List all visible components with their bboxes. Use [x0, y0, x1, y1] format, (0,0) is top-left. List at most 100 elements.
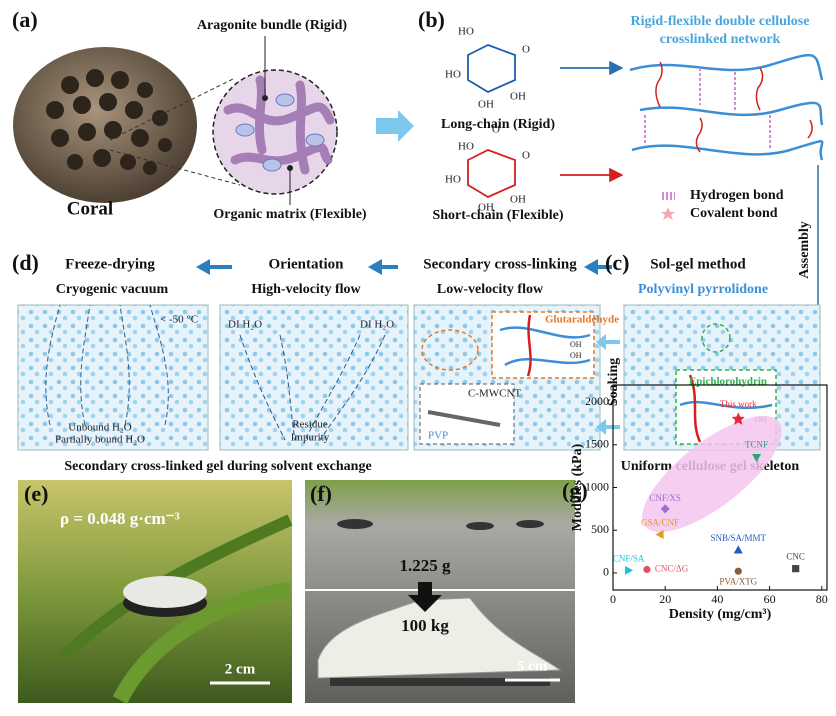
- flow-lines: [45, 304, 386, 441]
- x-axis-title: Density (mg/cm³): [669, 607, 772, 622]
- hydrogen-links: [644, 68, 771, 150]
- step-subtitle: Cryogenic vacuum: [56, 282, 169, 297]
- group-label: OH: [570, 340, 582, 349]
- mass-label: 100 kg: [401, 616, 449, 635]
- coral-image: [13, 47, 197, 203]
- panel-label: (b): [418, 7, 445, 32]
- reagent-label: Glutaraldehyde: [545, 314, 619, 326]
- legend-text: Covalent bond: [690, 206, 778, 221]
- step-title: Orientation: [269, 256, 345, 272]
- title-line: crosslinked network: [660, 32, 781, 47]
- callout-text: Aragonite bundle (Rigid): [197, 18, 347, 33]
- water-label: Unbound H₂O: [68, 422, 131, 434]
- callout-text: Organic matrix (Flexible): [213, 207, 367, 222]
- x-tick-label: 80: [816, 592, 828, 606]
- x-tick-label: 40: [711, 592, 723, 606]
- reagent-label: Polyvinyl pyrrolidone: [638, 282, 768, 297]
- residue-label: Impurity: [291, 432, 330, 444]
- y-tick-label: 1000: [585, 479, 609, 493]
- y-tick-label: 500: [591, 522, 609, 536]
- arrow: [596, 334, 620, 350]
- panel-label: (f): [310, 481, 332, 506]
- panel-label: (a): [12, 7, 38, 32]
- arrow: [408, 582, 442, 612]
- mass-label: 1.225 g: [400, 556, 452, 575]
- sample: [337, 519, 373, 529]
- soaking-label: Soaking: [606, 358, 621, 406]
- atom: OH: [478, 99, 494, 111]
- step-subtitle: High-velocity flow: [251, 282, 361, 297]
- y-axis-title: Modules (kPa): [570, 443, 585, 531]
- scale-label: 2 cm: [225, 661, 256, 677]
- point: [731, 412, 745, 425]
- network-title: Rigid-flexible double cellulose crosslink…: [631, 14, 810, 47]
- y-tick-label: 2000: [585, 394, 609, 408]
- water-label: Partially bound H₂O: [55, 434, 145, 446]
- x-tick-label: 60: [764, 592, 776, 606]
- chain: [499, 326, 591, 339]
- coral-pores: [46, 69, 172, 175]
- y-tick-label: 1500: [585, 437, 609, 451]
- molecule: [467, 149, 516, 199]
- organic-matrix: [223, 75, 335, 175]
- step-title: Freeze-drying: [65, 256, 155, 272]
- sample: [516, 520, 544, 528]
- panel-label: (d): [12, 250, 39, 275]
- arrow: [584, 259, 612, 275]
- atom: OH: [510, 91, 526, 103]
- legend-text: Hydrogen bond: [690, 188, 784, 203]
- molecule: [467, 44, 516, 94]
- legend-symbol: [661, 207, 675, 220]
- point-label: CNC: [786, 552, 805, 562]
- covalent-links: [655, 61, 813, 153]
- chain: [688, 374, 702, 443]
- point: [792, 565, 800, 573]
- atom: O: [492, 124, 500, 136]
- sample: [330, 678, 550, 686]
- gel-box: [17, 304, 209, 451]
- group-label: OH: [570, 351, 582, 360]
- point: [752, 454, 762, 463]
- shoe: [317, 597, 562, 679]
- arrow: [376, 110, 414, 142]
- zoom-ring: [701, 323, 731, 353]
- reagent-label: PVP: [428, 430, 448, 442]
- atom: HO: [445, 174, 461, 186]
- assembly-label: Assembly: [797, 221, 812, 279]
- network: [629, 53, 824, 161]
- aerogel: [123, 576, 207, 608]
- caption: Coral: [67, 198, 113, 219]
- zoom-line: [109, 149, 241, 186]
- sample: [466, 522, 494, 530]
- point: [734, 567, 742, 575]
- scale-label: 5 cm: [517, 658, 548, 674]
- atom: HO: [458, 141, 474, 153]
- y-tick-label: 0: [603, 565, 609, 579]
- point-label: TCNF: [745, 440, 768, 450]
- x-tick-label: 0: [610, 592, 616, 606]
- panel-label: (c): [605, 250, 629, 275]
- panel-label: (g): [562, 478, 588, 503]
- label: Long-chain (Rigid): [441, 117, 555, 132]
- atom: O: [522, 44, 530, 56]
- chain: [504, 357, 591, 367]
- water-label: DI H₂O: [360, 319, 394, 331]
- caption: Secondary cross-linked gel during solven…: [64, 459, 371, 474]
- point-label: SNB/SA/MMT: [711, 533, 767, 543]
- leaf: [112, 582, 292, 704]
- title-line: Rigid-flexible double cellulose: [631, 14, 810, 29]
- point: [660, 504, 670, 514]
- point: [733, 545, 743, 554]
- point: [655, 529, 664, 539]
- step-subtitle: Low-velocity flow: [437, 282, 544, 297]
- point-label: This work: [720, 399, 757, 409]
- point-label: PVA/XTG: [719, 576, 757, 586]
- atom: HO: [458, 26, 474, 38]
- chart: 0 20 40 60 80 0 500 1000 1500 2000 Density (mg/cm³…: [570, 384, 828, 622]
- atom: HO: [445, 69, 461, 81]
- zoom-circle: [212, 69, 338, 195]
- label: Short-chain (Flexible): [432, 208, 563, 223]
- highlight: [642, 415, 782, 533]
- atom: OH: [478, 202, 494, 214]
